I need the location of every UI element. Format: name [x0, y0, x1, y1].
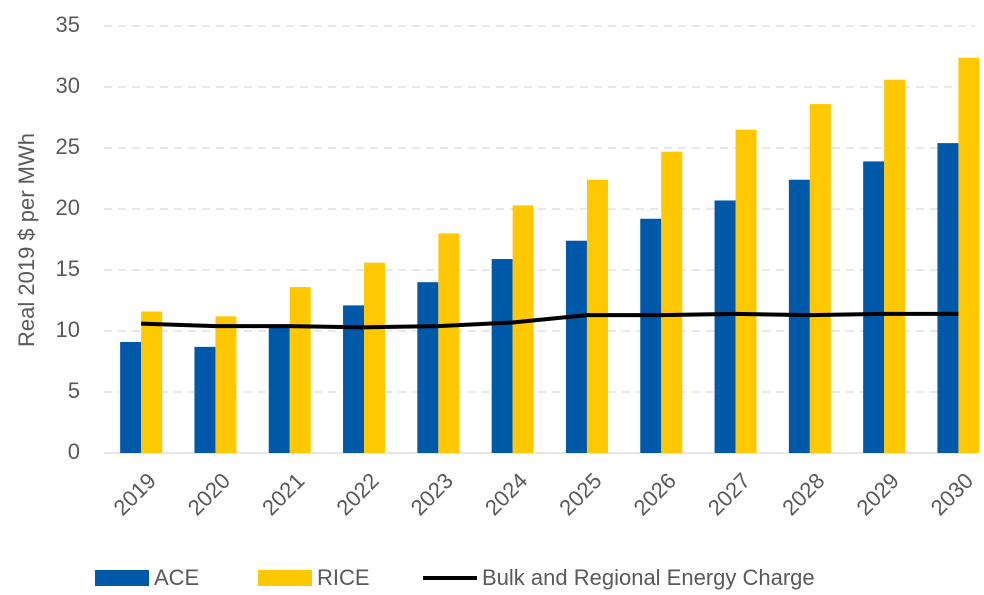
bar	[491, 259, 513, 453]
bar	[417, 282, 439, 453]
x-tick-label: 2028	[777, 468, 829, 520]
bar	[958, 57, 980, 453]
legend-swatch	[258, 570, 312, 586]
bar	[735, 129, 757, 453]
bar	[937, 143, 959, 453]
x-tick-label: 2019	[109, 468, 161, 520]
legend-label: RICE	[317, 565, 370, 590]
bar	[343, 305, 365, 453]
bar	[120, 341, 142, 453]
bar	[863, 161, 885, 454]
bar	[215, 316, 237, 453]
x-tick-label: 2025	[554, 468, 606, 520]
bar	[661, 151, 683, 453]
x-tick-label: 2022	[331, 468, 383, 520]
x-tick-label: 2020	[183, 468, 235, 520]
y-tick-label: 20	[56, 195, 80, 220]
bar	[640, 218, 662, 453]
y-tick-label: 35	[56, 12, 80, 37]
bar	[512, 205, 534, 453]
bar	[268, 326, 290, 453]
y-tick-label: 10	[56, 317, 80, 342]
bar	[141, 311, 163, 453]
bar	[565, 240, 587, 453]
legend-label: Bulk and Regional Energy Charge	[482, 565, 815, 590]
y-tick-label: 0	[68, 439, 80, 464]
x-tick-label: 2029	[852, 468, 904, 520]
x-tick-label: 2021	[257, 468, 309, 520]
bar	[289, 287, 311, 453]
bar	[884, 79, 906, 454]
legend-swatch	[95, 570, 149, 586]
y-tick-label: 30	[56, 73, 80, 98]
x-tick-label: 2024	[480, 468, 532, 520]
x-tick-label: 2023	[406, 468, 458, 520]
x-tick-label: 2030	[926, 468, 978, 520]
x-tick-label: 2027	[703, 468, 755, 520]
legend-label: ACE	[154, 565, 199, 590]
y-tick-label: 15	[56, 256, 80, 281]
y-tick-label: 25	[56, 134, 80, 159]
y-tick-label: 5	[68, 378, 80, 403]
bar	[438, 233, 460, 453]
line	[141, 311, 959, 330]
bar	[364, 262, 386, 453]
x-tick-label: 2026	[629, 468, 681, 520]
y-axis-label: Real 2019 $ per MWh	[14, 133, 39, 347]
bar	[194, 346, 216, 453]
bar	[714, 200, 736, 453]
bar	[809, 104, 831, 453]
